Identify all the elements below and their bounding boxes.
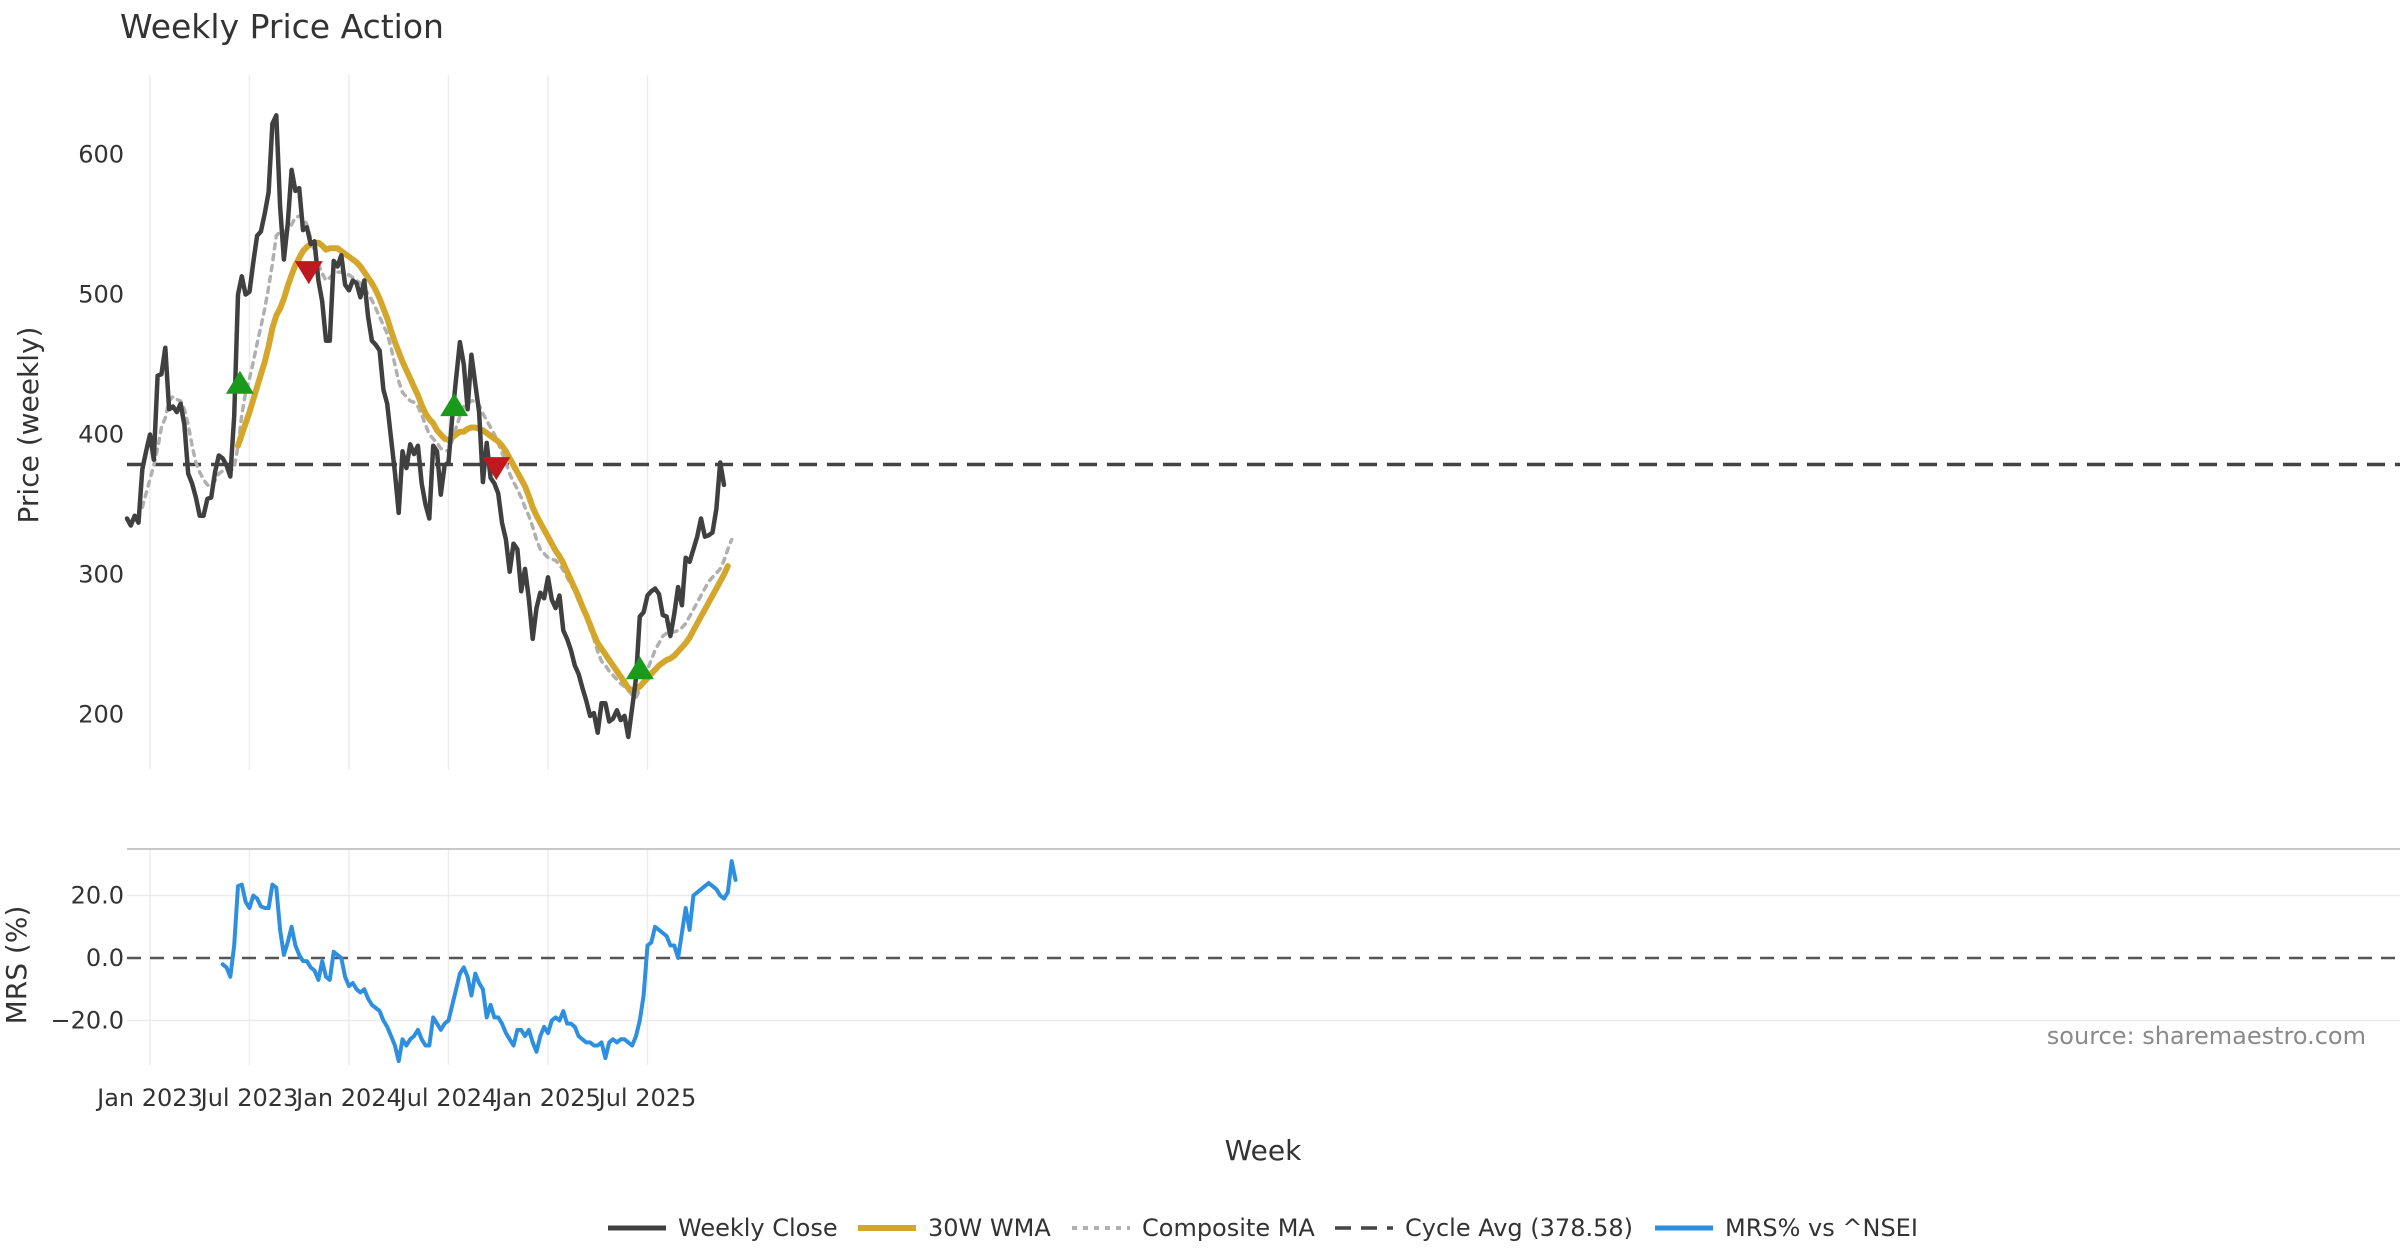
price-ytick-label: 600 (78, 141, 124, 169)
x-axis-label: Week (1225, 1134, 1302, 1167)
legend-item: MRS% vs ^NSEI (1655, 1214, 1918, 1242)
legend-label: Composite MA (1142, 1214, 1315, 1242)
mrs-ytick-label: 0.0 (86, 944, 124, 972)
x-tick-label: Jul 2025 (597, 1084, 697, 1112)
gridlines (127, 75, 2400, 1065)
x-tick-label: Jan 2023 (95, 1084, 203, 1112)
x-tick-label: Jan 2024 (294, 1084, 402, 1112)
mrs-series (127, 859, 2400, 1064)
legend-item: 30W WMA (858, 1214, 1051, 1242)
signal-markers (225, 261, 654, 680)
price-series (124, 113, 2400, 740)
mrs-ytick-label: −20.0 (50, 1007, 124, 1035)
mrs-line (220, 859, 738, 1064)
mrs-y-axis-label: MRS (%) (0, 906, 33, 1025)
mrs-y-ticks: 20.0 0.0 −20.0 (50, 882, 124, 1035)
price-panel: Price (weekly) 600 500 400 300 200 (12, 113, 2400, 740)
buy-signal-marker (225, 370, 254, 394)
legend-item: Composite MA (1072, 1214, 1315, 1242)
legend-label: Cycle Avg (378.58) (1405, 1214, 1633, 1242)
sell-signal-marker (294, 261, 323, 285)
price-ytick-label: 200 (78, 701, 124, 729)
source-note: source: sharemaestro.com (2047, 1022, 2366, 1050)
legend-label: MRS% vs ^NSEI (1725, 1214, 1918, 1242)
legend-label: 30W WMA (928, 1214, 1051, 1242)
chart-title: Weekly Price Action (120, 7, 444, 46)
price-y-axis-label: Price (weekly) (12, 327, 45, 524)
legend: Weekly Close 30W WMA Composite MA Cycle Avg… (608, 1214, 1918, 1242)
weekly-close-line (124, 113, 727, 740)
buy-signal-marker (440, 393, 469, 417)
legend-label: Weekly Close (678, 1214, 838, 1242)
30w-wma-line (235, 239, 731, 694)
mrs-ytick-label: 20.0 (71, 882, 124, 910)
legend-item: Cycle Avg (378.58) (1335, 1214, 1633, 1242)
x-tick-label: Jul 2023 (199, 1084, 299, 1112)
x-tick-label: Jul 2024 (398, 1084, 498, 1112)
price-y-ticks: 600 500 400 300 200 (78, 141, 124, 729)
legend-item: Weekly Close (608, 1214, 838, 1242)
price-ytick-label: 500 (78, 281, 124, 309)
sell-signal-marker (482, 457, 511, 481)
buy-signal-marker (625, 656, 654, 680)
mrs-panel: MRS (%) 20.0 0.0 −20.0 source: sharemaestr… (0, 848, 2400, 1064)
price-ytick-label: 300 (78, 561, 124, 589)
x-tick-label: Jan 2025 (493, 1084, 601, 1112)
price-ytick-label: 400 (78, 421, 124, 449)
